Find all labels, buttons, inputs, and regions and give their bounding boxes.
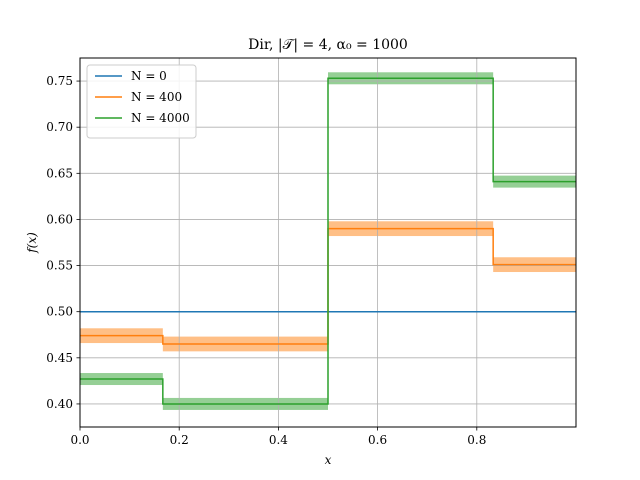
x-tick-label-2: 0.4: [269, 433, 288, 447]
plot-frame: [79, 57, 577, 428]
y-tick-label-1: 0.45: [46, 351, 73, 365]
x-tick-label-0: 0.0: [70, 433, 89, 447]
y-tick-label-2: 0.50: [46, 305, 73, 319]
legend-label-1: N = 400: [131, 90, 182, 104]
y-tick-label-7: 0.75: [46, 74, 73, 88]
x-tick-label-3: 0.6: [368, 433, 387, 447]
y-tick-label-3: 0.55: [46, 259, 73, 273]
chart-title: Dir, |𝒯| = 4, α₀ = 1000: [248, 37, 408, 53]
legend: N = 0 N = 400 N = 4000: [86, 64, 197, 139]
x-tick-label-1: 0.2: [170, 433, 189, 447]
series-line-2: [80, 77, 576, 405]
y-tick-label-4: 0.60: [46, 212, 73, 226]
y-tick-label-6: 0.70: [46, 120, 73, 134]
y-tick-label-5: 0.65: [46, 166, 73, 180]
y-axis: 0.40 0.45 0.50 0.55 0.60 0.65 0.70 0.75: [46, 74, 80, 411]
legend-label-2: N = 4000: [131, 111, 190, 125]
y-axis-label: f(x): [25, 232, 39, 254]
y-tick-label-0: 0.40: [46, 397, 73, 411]
x-axis: 0.0 0.2 0.4 0.6 0.8: [70, 427, 486, 447]
x-tick-label-4: 0.8: [467, 433, 486, 447]
legend-label-0: N = 0: [131, 69, 167, 83]
series-lines: [80, 77, 576, 405]
x-axis-label: x: [325, 453, 332, 467]
legend-box: [86, 64, 197, 139]
